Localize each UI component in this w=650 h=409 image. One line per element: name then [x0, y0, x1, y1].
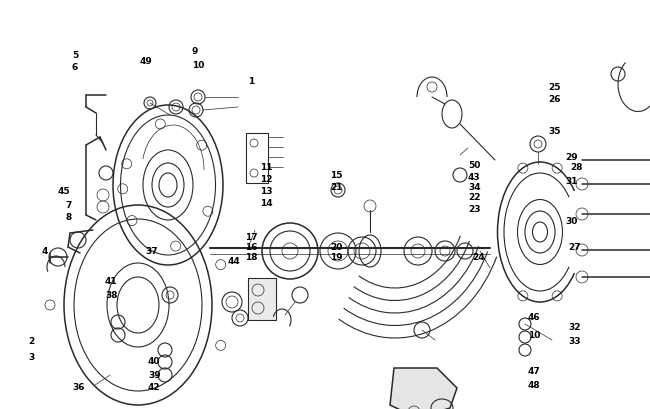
Text: 8: 8: [65, 213, 72, 222]
Text: 44: 44: [228, 258, 240, 267]
Text: 17: 17: [245, 234, 257, 243]
Text: 22: 22: [468, 193, 480, 202]
Text: 43: 43: [468, 173, 480, 182]
Text: 42: 42: [148, 384, 161, 393]
Text: 20: 20: [330, 243, 343, 252]
Text: 40: 40: [148, 357, 161, 366]
Text: 24: 24: [472, 254, 485, 263]
Text: 35: 35: [548, 128, 560, 137]
Text: 18: 18: [245, 254, 257, 263]
Text: 48: 48: [528, 380, 541, 389]
Text: 15: 15: [330, 171, 343, 180]
Text: 4: 4: [42, 247, 48, 256]
Text: 2: 2: [28, 337, 34, 346]
Text: 21: 21: [330, 184, 343, 193]
Text: 45: 45: [58, 187, 71, 196]
Text: 41: 41: [105, 277, 118, 286]
Text: 37: 37: [145, 247, 157, 256]
Text: 23: 23: [468, 205, 480, 214]
Text: 38: 38: [105, 290, 118, 299]
Text: 19: 19: [330, 254, 343, 263]
Text: 1: 1: [248, 77, 254, 86]
Text: 47: 47: [528, 368, 541, 377]
Text: 29: 29: [565, 153, 578, 162]
Text: 3: 3: [28, 353, 34, 362]
Text: 10: 10: [192, 61, 204, 70]
Text: 9: 9: [192, 47, 198, 56]
Text: 26: 26: [548, 95, 560, 105]
Text: 12: 12: [260, 175, 272, 184]
Text: 34: 34: [468, 184, 480, 193]
Text: 30: 30: [565, 218, 577, 227]
Text: 25: 25: [548, 83, 560, 92]
Text: 36: 36: [72, 384, 84, 393]
Text: 50: 50: [468, 160, 480, 169]
Text: 33: 33: [568, 337, 580, 346]
Text: 5: 5: [72, 50, 78, 59]
Text: 14: 14: [260, 200, 272, 209]
Text: 13: 13: [260, 187, 272, 196]
Bar: [248, 278, 276, 320]
Text: 10: 10: [528, 330, 540, 339]
Text: 39: 39: [148, 371, 161, 380]
Text: 7: 7: [65, 200, 72, 209]
Text: 28: 28: [570, 164, 582, 173]
Text: 6: 6: [72, 63, 78, 72]
Text: 31: 31: [565, 178, 577, 187]
Text: 46: 46: [528, 314, 541, 323]
Text: 16: 16: [245, 243, 257, 252]
Text: 11: 11: [260, 164, 272, 173]
Polygon shape: [390, 368, 457, 409]
Bar: [246, 133, 268, 183]
Text: 49: 49: [140, 58, 153, 67]
Text: 32: 32: [568, 324, 580, 333]
Text: 27: 27: [568, 243, 580, 252]
